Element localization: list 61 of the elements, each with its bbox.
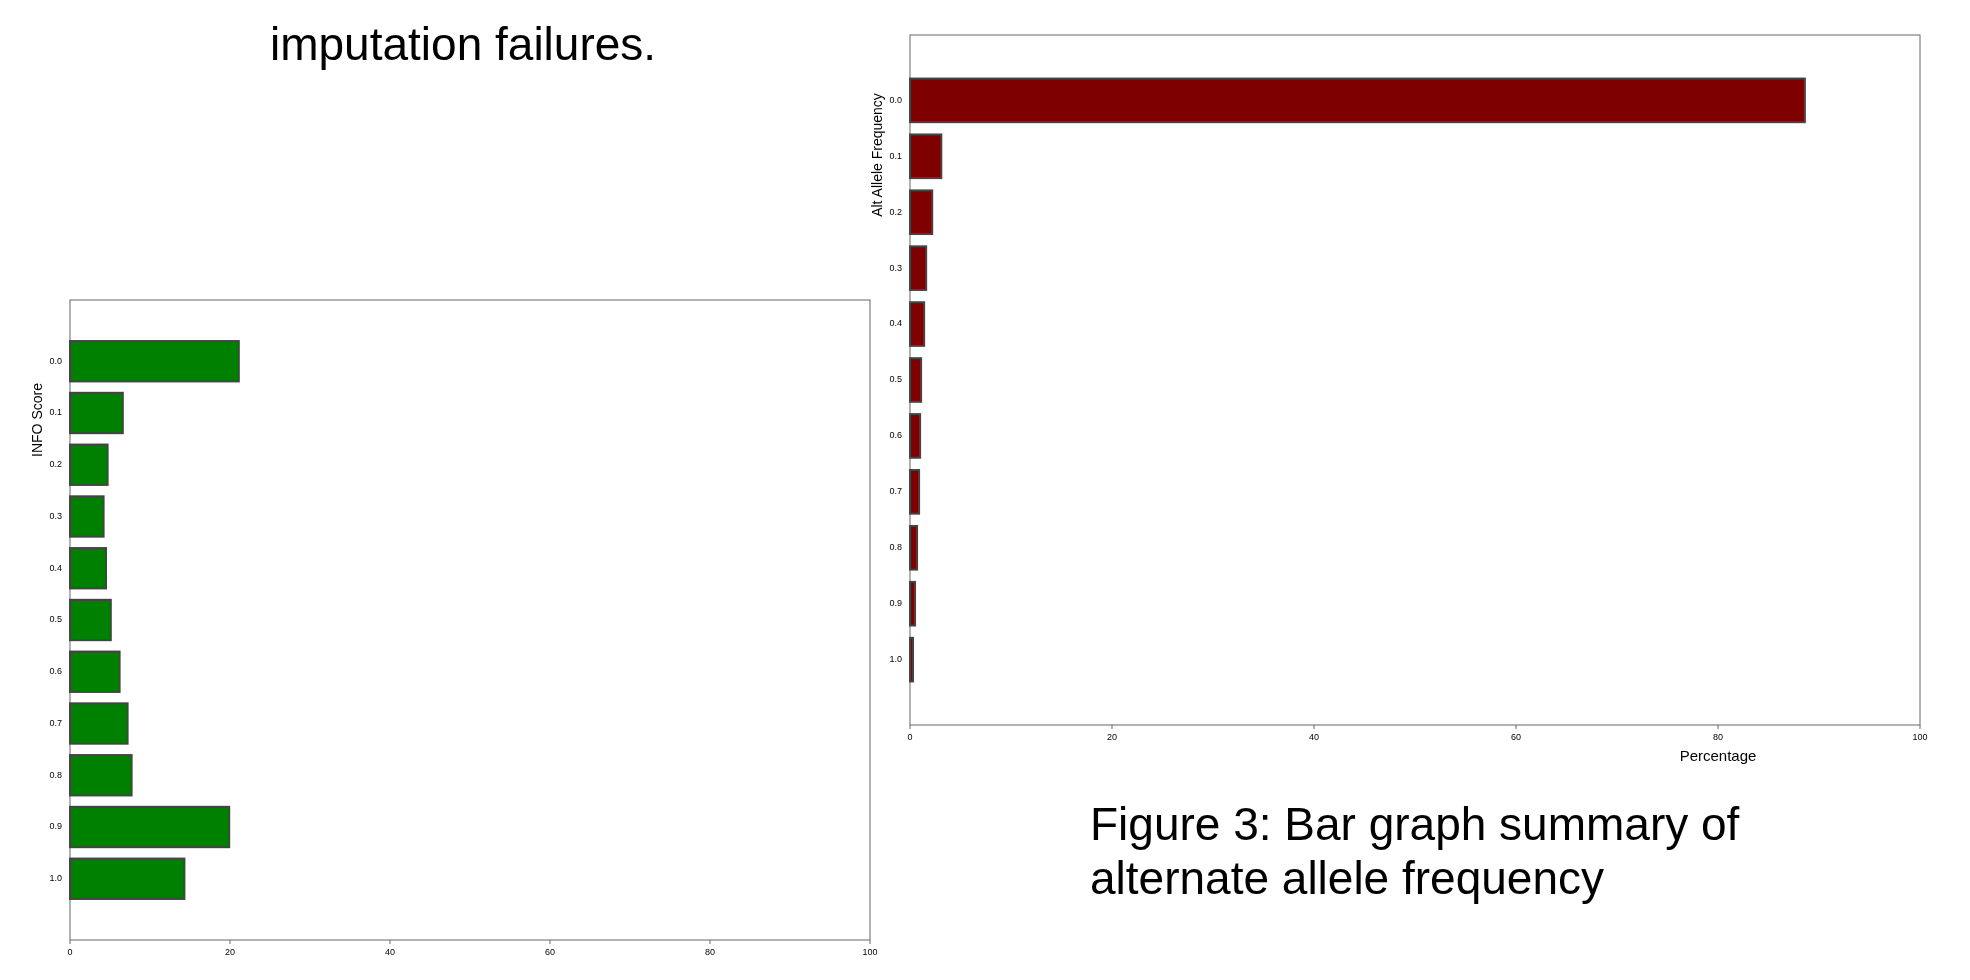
x-tick-label: 0 bbox=[907, 732, 913, 742]
x-tick-label: 40 bbox=[384, 947, 396, 957]
y-tick-label: 0.7 bbox=[889, 486, 902, 497]
y-tick-label: 0.3 bbox=[49, 510, 62, 521]
y-tick-label: 0.6 bbox=[889, 430, 902, 441]
bar bbox=[909, 301, 926, 347]
x-tick-label: 20 bbox=[224, 947, 236, 957]
caption: Figure 3: Bar graph summary of alternate allele frequency bbox=[1090, 798, 1740, 904]
bar bbox=[69, 702, 129, 745]
y-tick-label: 0.0 bbox=[49, 355, 62, 366]
x-tick-label: 80 bbox=[1712, 732, 1724, 742]
x-axis-title: Percentage bbox=[1679, 747, 1757, 764]
x-tick-label: 0 bbox=[67, 947, 73, 957]
bar bbox=[909, 469, 921, 515]
y-tick-label: 0.4 bbox=[889, 318, 902, 329]
y-axis-title: INFO Score bbox=[29, 382, 45, 457]
bar bbox=[69, 340, 240, 383]
bar bbox=[909, 580, 917, 627]
y-tick-label: 0.8 bbox=[889, 542, 902, 553]
bar bbox=[909, 357, 923, 403]
bar bbox=[909, 245, 928, 291]
bar bbox=[909, 636, 915, 683]
y-tick-label: 1.0 bbox=[49, 873, 62, 884]
text: imputation failures. bbox=[270, 18, 657, 70]
y-tick-label: 0.8 bbox=[49, 769, 62, 780]
y-tick-label: 0.7 bbox=[49, 717, 62, 728]
x-tick-label: 100 bbox=[1912, 732, 1928, 742]
x-tick-label: 80 bbox=[704, 947, 716, 957]
x-tick-label: 100 bbox=[862, 947, 878, 957]
y-tick-label: 0.4 bbox=[49, 562, 62, 573]
bar bbox=[69, 805, 231, 849]
y-tick-label: 0.0 bbox=[889, 94, 902, 105]
x-tick-label: 20 bbox=[1106, 732, 1118, 742]
bar bbox=[909, 133, 943, 180]
y-axis-title: Alt Allele Frequency bbox=[869, 93, 885, 217]
bar bbox=[69, 495, 105, 538]
y-tick-label: 1.0 bbox=[889, 654, 902, 665]
bar bbox=[69, 598, 112, 642]
bar bbox=[69, 650, 121, 693]
bar bbox=[909, 524, 919, 571]
bar bbox=[69, 391, 124, 435]
bar bbox=[69, 443, 109, 486]
y-tick-label: 0.5 bbox=[889, 374, 902, 385]
y-tick-label: 0.1 bbox=[889, 150, 902, 161]
y-tick-label: 0.1 bbox=[49, 407, 62, 418]
x-tick-label: 60 bbox=[544, 947, 556, 957]
y-tick-label: 0.5 bbox=[49, 614, 62, 625]
bar bbox=[69, 857, 186, 900]
y-tick-label: 0.2 bbox=[49, 459, 62, 470]
y-tick-label: 0.3 bbox=[889, 262, 902, 273]
y-tick-label: 0.9 bbox=[49, 821, 62, 832]
bar bbox=[909, 189, 934, 236]
bar bbox=[909, 77, 1806, 124]
y-tick-label: 0.9 bbox=[889, 598, 902, 609]
y-tick-label: 0.2 bbox=[889, 206, 902, 217]
y-tick-label: 0.6 bbox=[49, 666, 62, 677]
bar bbox=[69, 547, 107, 590]
bar bbox=[909, 413, 922, 459]
x-tick-label: 60 bbox=[1510, 732, 1522, 742]
x-tick-label: 40 bbox=[1308, 732, 1320, 742]
bar bbox=[69, 754, 133, 797]
